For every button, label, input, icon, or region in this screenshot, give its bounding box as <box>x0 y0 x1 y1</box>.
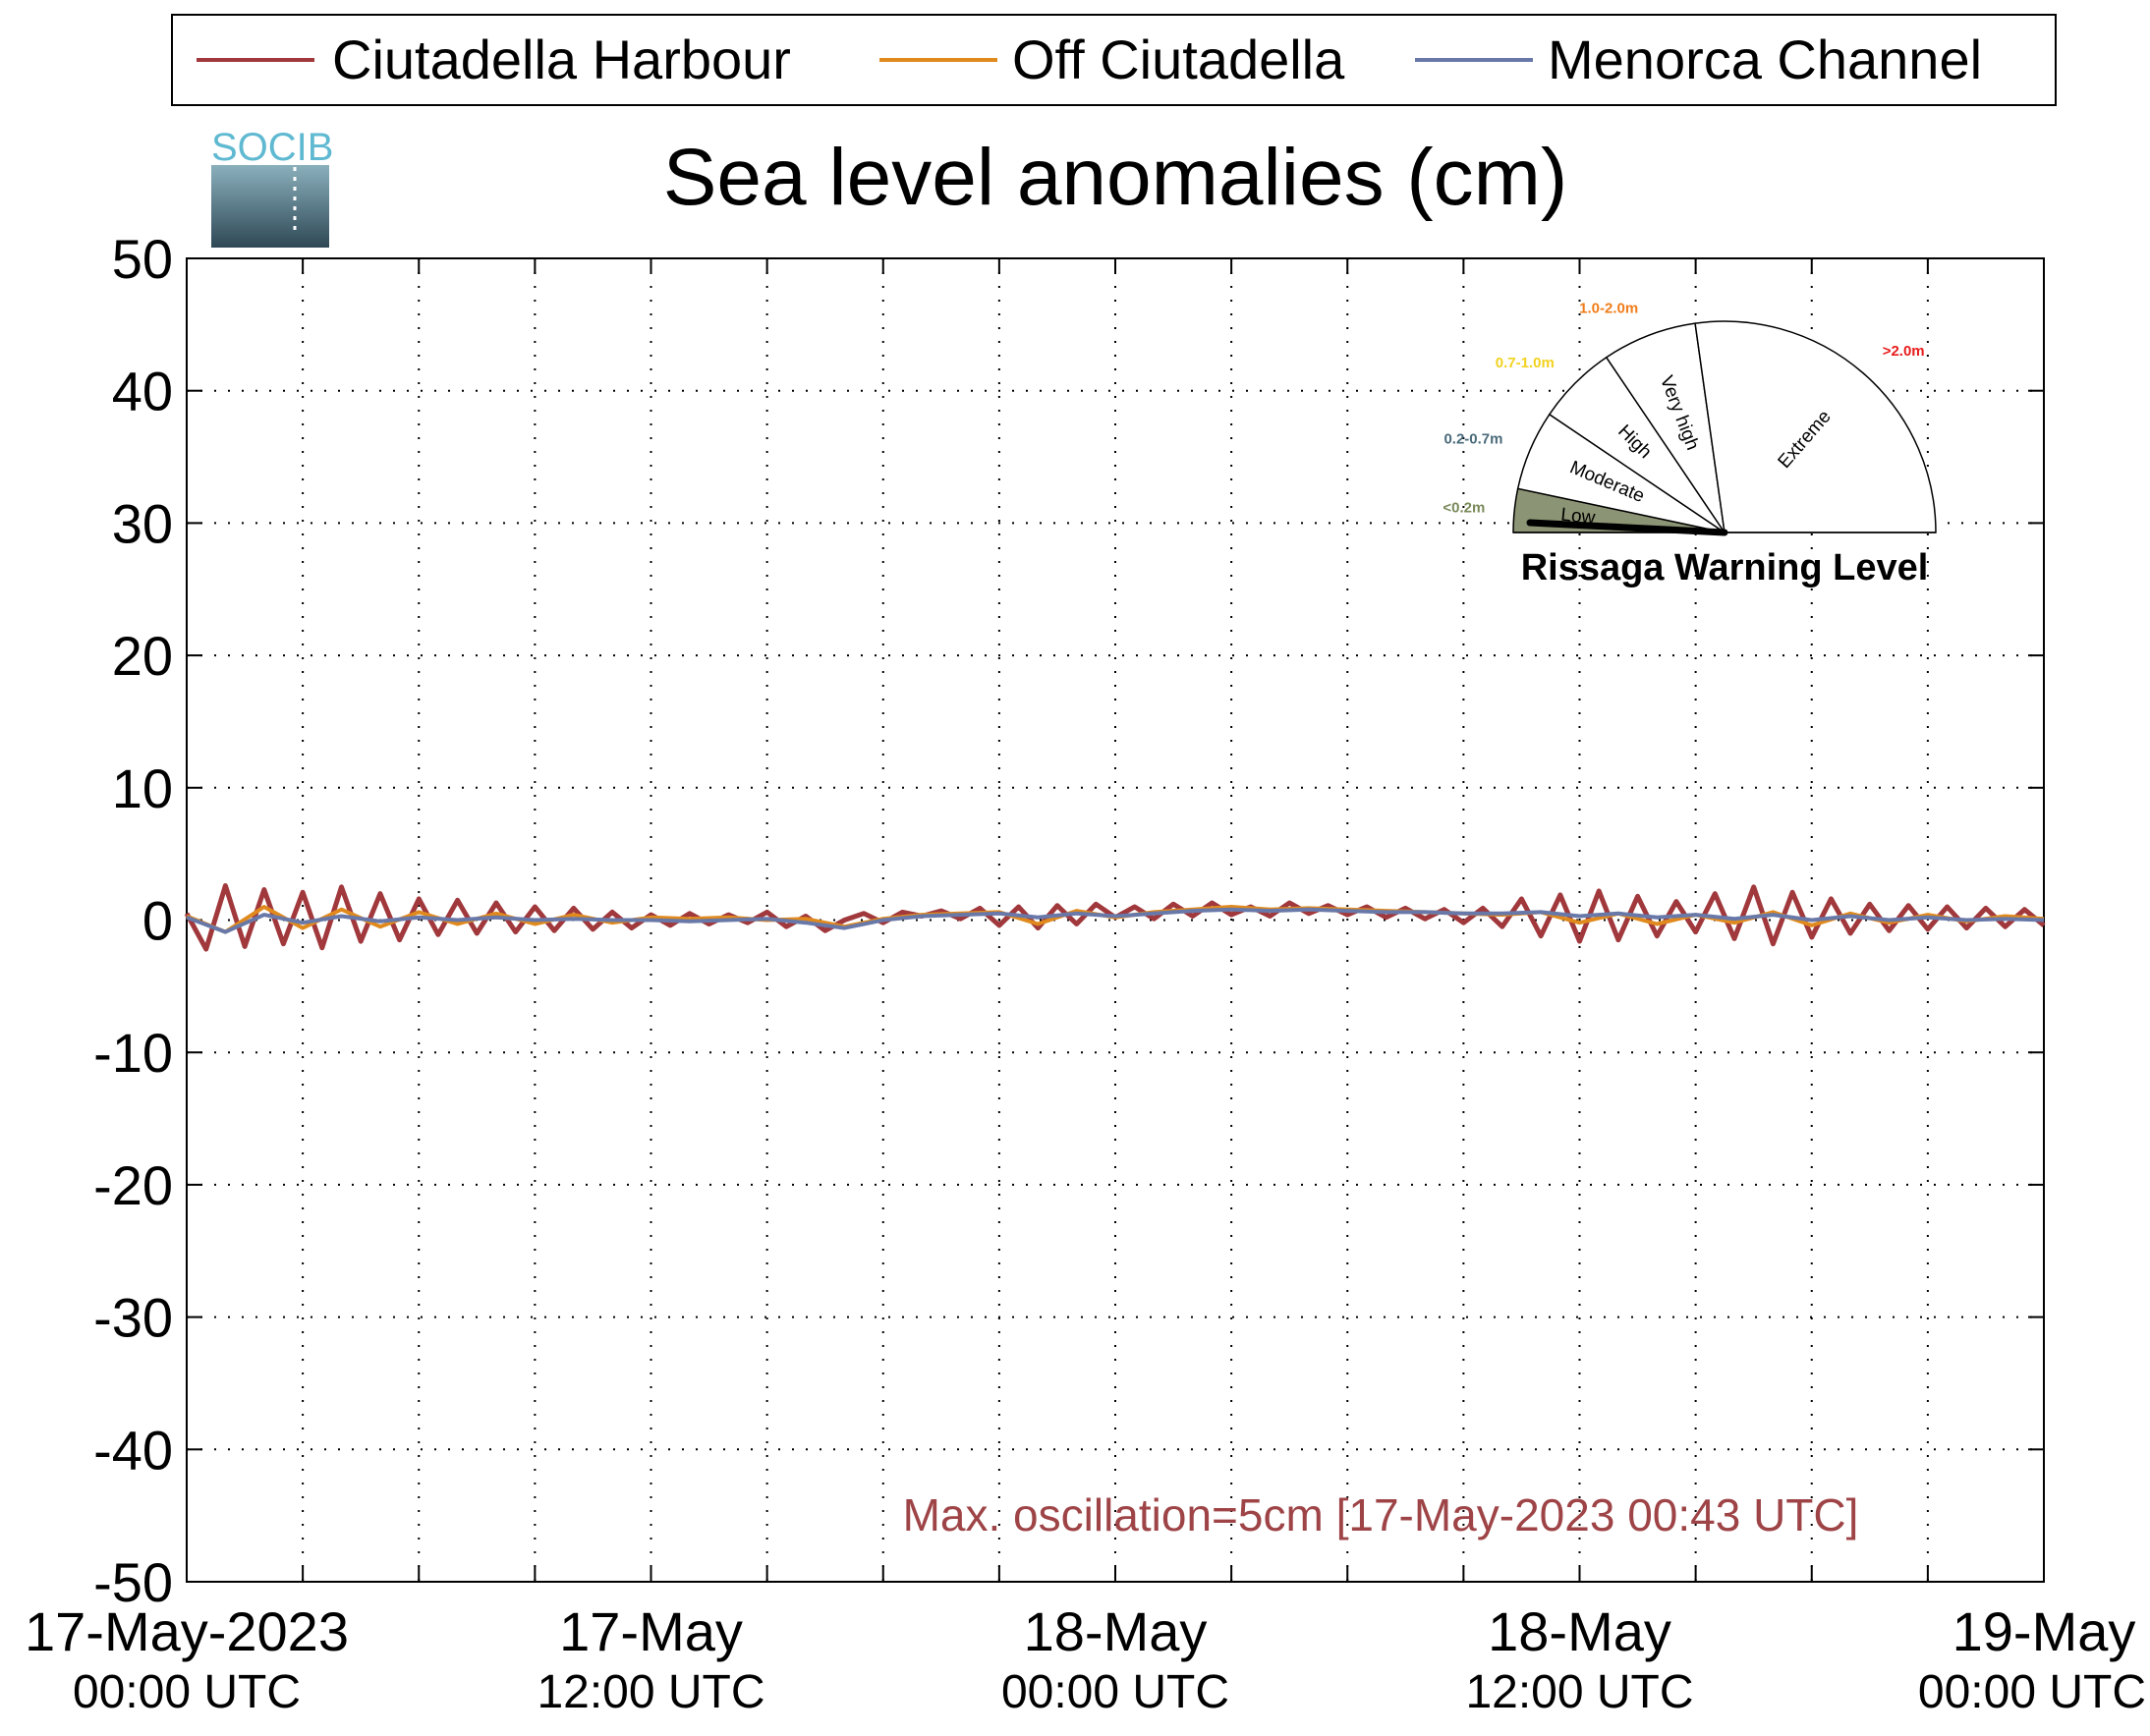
x-tick-label-time: 00:00 UTC <box>1918 1666 2146 1718</box>
gauge-range-label: >2.0m <box>1883 343 1925 360</box>
y-tick-label: 30 <box>112 492 173 554</box>
gauge-range-label: <0.2m <box>1443 499 1485 516</box>
y-tick-label: 20 <box>112 625 173 687</box>
x-tick-label-date: 17-May <box>559 1600 743 1662</box>
socib-logo-block <box>211 165 329 248</box>
legend-frame <box>171 14 2057 106</box>
socib-logo: SOCIB <box>211 126 333 248</box>
gauge-title: Rissaga Warning Level <box>1521 547 1929 588</box>
gauge-range-label: 0.7-1.0m <box>1496 355 1555 371</box>
gauge-range-label: 1.0-2.0m <box>1579 300 1638 316</box>
max-oscillation-annotation: Max. oscillation=5cm [17-May-2023 00:43 … <box>903 1489 1859 1540</box>
gauge-sectors <box>1512 320 1937 533</box>
y-tick-label: -40 <box>93 1419 173 1481</box>
axis-ticks <box>186 257 2045 1583</box>
x-tick-label-date: 19-May <box>1952 1600 2136 1662</box>
x-tick-label-time: 12:00 UTC <box>537 1666 764 1718</box>
y-tick-label: 50 <box>112 228 173 290</box>
y-tick-label: 10 <box>112 757 173 819</box>
x-tick-label-time: 00:00 UTC <box>73 1666 301 1718</box>
legend-label-menorca-channel: Menorca Channel <box>1548 28 1982 90</box>
series-lines <box>184 883 2046 952</box>
socib-logo-text: SOCIB <box>211 126 333 169</box>
y-tick-label: -50 <box>93 1551 173 1613</box>
y-tick-label: 0 <box>142 890 173 952</box>
y-tick-label: -20 <box>93 1154 173 1216</box>
gauge-range-labels: <0.2m 0.2-0.7m 0.7-1.0m 1.0-2.0m >2.0m <box>1443 300 1924 516</box>
y-tick-label: -30 <box>93 1287 173 1349</box>
y-tick-label: -10 <box>93 1022 173 1084</box>
legend-label-ciutadella-harbour: Ciutadella Harbour <box>332 28 791 90</box>
chart-title: Sea level anomalies (cm) <box>663 133 1568 222</box>
legend: Ciutadella Harbour Off Ciutadella Menorc… <box>171 14 2057 106</box>
series-line-menorca-channel <box>186 907 2045 934</box>
x-tick-label-time: 12:00 UTC <box>1465 1666 1693 1718</box>
x-tick-label-date: 18-May <box>1024 1600 1208 1662</box>
legend-label-off-ciutadella: Off Ciutadella <box>1012 28 1345 90</box>
gauge-range-label: 0.2-0.7m <box>1443 430 1502 447</box>
x-tick-label-date: 18-May <box>1488 1600 1671 1662</box>
y-tick-label: 40 <box>112 361 173 422</box>
x-tick-label-date: 17-May-2023 <box>25 1600 349 1662</box>
x-tick-label-time: 00:00 UTC <box>1001 1666 1229 1718</box>
y-axis-tick-labels: 50 40 30 20 10 0 -10 -20 -30 -40 -50 <box>93 228 173 1613</box>
gauge-sector-extreme <box>1694 320 1937 533</box>
gauge-needle <box>1526 519 1728 536</box>
